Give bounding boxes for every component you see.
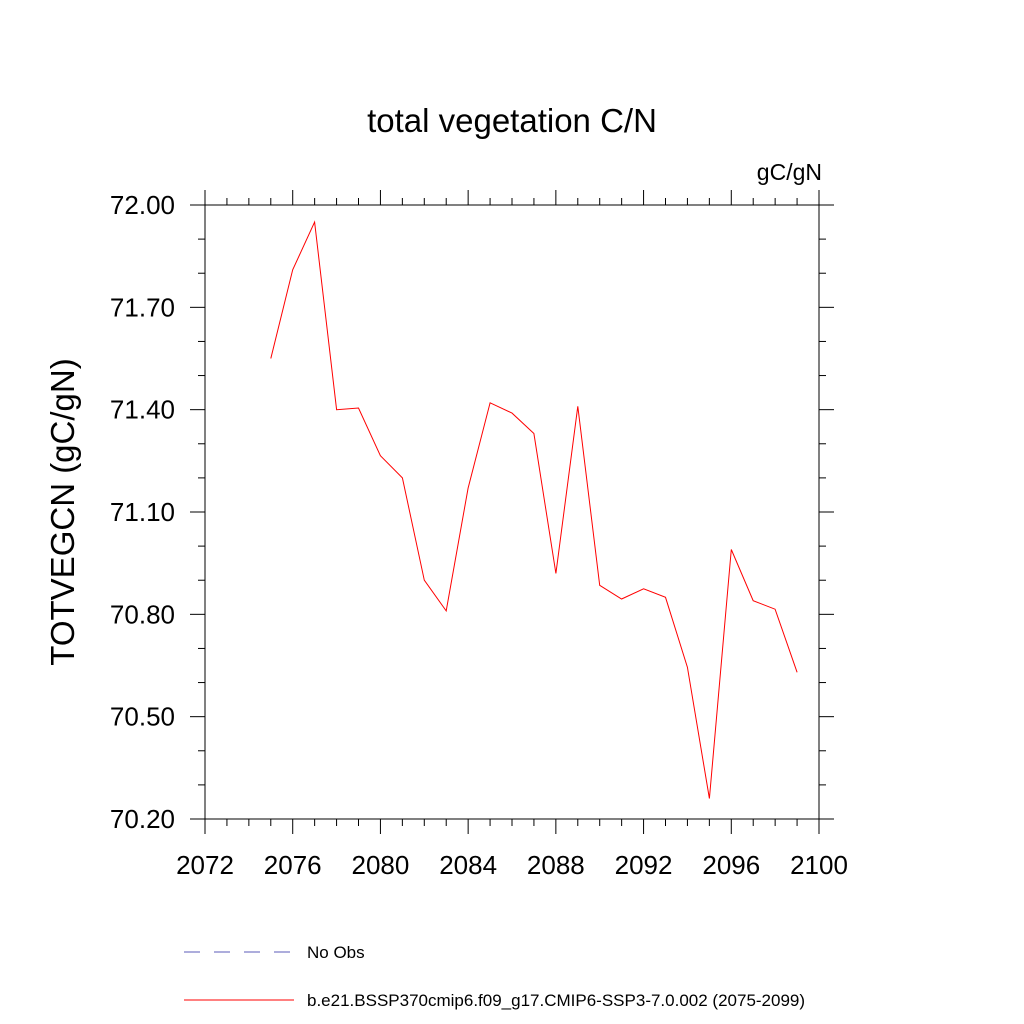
y-tick-label: 71.70 [110, 292, 175, 322]
y-tick-label: 71.40 [110, 395, 175, 425]
x-tick-label: 2092 [615, 850, 673, 880]
x-tick-label: 2076 [264, 850, 322, 880]
legend-label: b.e21.BSSP370cmip6.f09_g17.CMIP6-SSP3-7.… [307, 991, 805, 1010]
units-label: gC/gN [757, 159, 822, 185]
axis-ticks [190, 190, 834, 834]
x-tick-labels: 2072 2076 2080 2084 2088 2092 2096 2100 [176, 850, 848, 880]
y-axis-label: TOTVEGCN (gC/gN) [44, 358, 81, 665]
x-tick-label: 2088 [527, 850, 585, 880]
x-tick-label: 2080 [352, 850, 410, 880]
y-tick-label: 70.50 [110, 702, 175, 732]
y-tick-labels: 70.20 70.50 70.80 71.10 71.40 71.70 72.00 [110, 190, 175, 834]
y-tick-label: 72.00 [110, 190, 175, 220]
series-line [270, 220, 798, 799]
y-tick-label: 71.10 [110, 497, 175, 527]
legend-label: No Obs [307, 943, 365, 962]
series-layer [270, 220, 798, 799]
plot-frame [204, 204, 820, 820]
x-tick-label: 2096 [702, 850, 760, 880]
y-tick-label: 70.80 [110, 599, 175, 629]
x-tick-label: 2100 [790, 850, 848, 880]
chart-title: total vegetation C/N [367, 102, 657, 139]
x-tick-label: 2072 [176, 850, 234, 880]
legend: No Obs b.e21.BSSP370cmip6.f09_g17.CMIP6-S… [184, 943, 805, 1010]
x-tick-label: 2084 [439, 850, 497, 880]
y-tick-label: 70.20 [110, 804, 175, 834]
